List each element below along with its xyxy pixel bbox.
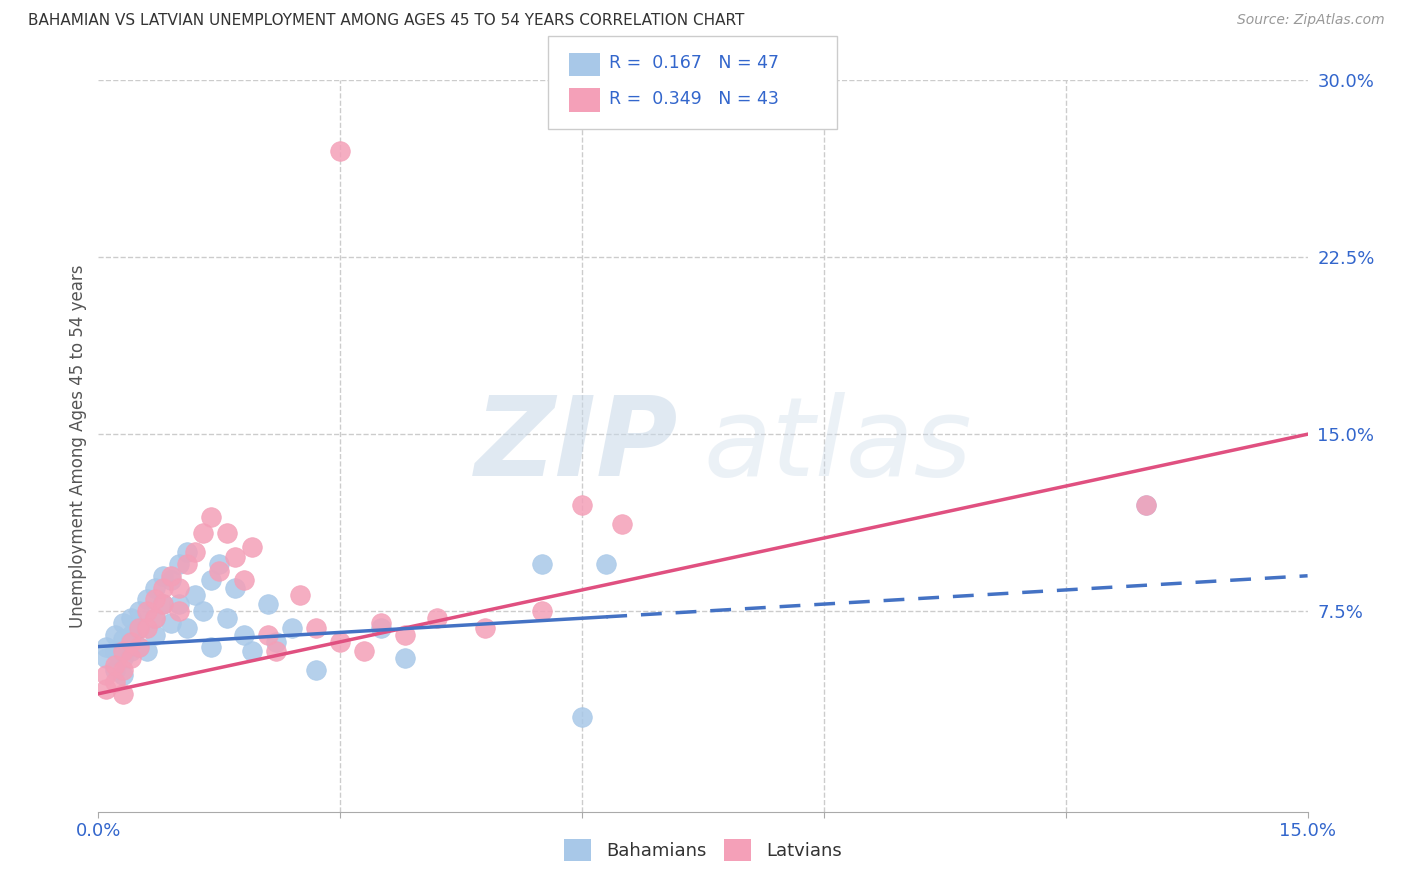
Point xyxy=(232,574,254,588)
Point xyxy=(103,675,125,690)
Point xyxy=(264,635,287,649)
Text: atlas: atlas xyxy=(703,392,972,500)
Point xyxy=(143,611,166,625)
Point xyxy=(176,545,198,559)
Point xyxy=(353,644,375,658)
Text: Source: ZipAtlas.com: Source: ZipAtlas.com xyxy=(1237,13,1385,28)
Point xyxy=(426,611,449,625)
Point xyxy=(571,498,593,512)
Point xyxy=(160,574,183,588)
Point xyxy=(143,628,166,642)
Point xyxy=(120,628,142,642)
Point xyxy=(474,621,496,635)
Point xyxy=(152,597,174,611)
Point xyxy=(208,557,231,571)
Point xyxy=(143,581,166,595)
Point xyxy=(208,564,231,578)
Point xyxy=(329,635,352,649)
Y-axis label: Unemployment Among Ages 45 to 54 years: Unemployment Among Ages 45 to 54 years xyxy=(69,264,87,628)
Point xyxy=(96,681,118,696)
Point xyxy=(217,526,239,541)
Point xyxy=(281,621,304,635)
Point xyxy=(152,568,174,582)
Point xyxy=(128,621,150,635)
Point xyxy=(111,687,134,701)
Point xyxy=(135,644,157,658)
Point xyxy=(160,615,183,630)
Point xyxy=(305,663,328,677)
Point xyxy=(152,597,174,611)
Point xyxy=(135,604,157,618)
Text: R =  0.349   N = 43: R = 0.349 N = 43 xyxy=(609,90,779,108)
Point xyxy=(103,628,125,642)
Point xyxy=(1135,498,1157,512)
Point xyxy=(240,541,263,555)
Point xyxy=(135,621,157,635)
Point xyxy=(167,604,190,618)
Point xyxy=(176,557,198,571)
Point xyxy=(394,628,416,642)
Text: BAHAMIAN VS LATVIAN UNEMPLOYMENT AMONG AGES 45 TO 54 YEARS CORRELATION CHART: BAHAMIAN VS LATVIAN UNEMPLOYMENT AMONG A… xyxy=(28,13,745,29)
Point xyxy=(120,611,142,625)
Point xyxy=(103,644,125,658)
Point xyxy=(217,611,239,625)
Point xyxy=(96,640,118,654)
Text: R =  0.167   N = 47: R = 0.167 N = 47 xyxy=(609,54,779,72)
Point xyxy=(167,597,190,611)
Point xyxy=(103,658,125,673)
Point xyxy=(224,581,246,595)
Point xyxy=(264,644,287,658)
Text: ZIP: ZIP xyxy=(475,392,679,500)
Point xyxy=(111,668,134,682)
Point xyxy=(200,640,222,654)
Point xyxy=(111,644,134,658)
Point xyxy=(152,581,174,595)
Point xyxy=(256,597,278,611)
Point xyxy=(120,635,142,649)
Point xyxy=(256,628,278,642)
Point xyxy=(1135,498,1157,512)
Point xyxy=(240,644,263,658)
Point xyxy=(111,651,134,665)
Legend: Bahamians, Latvians: Bahamians, Latvians xyxy=(557,832,849,869)
Point xyxy=(193,604,215,618)
Point xyxy=(160,568,183,582)
Point xyxy=(128,640,150,654)
Point xyxy=(128,604,150,618)
Point xyxy=(571,710,593,724)
Point xyxy=(232,628,254,642)
Point xyxy=(103,663,125,677)
Point xyxy=(96,651,118,665)
Point xyxy=(288,588,311,602)
Point xyxy=(135,592,157,607)
Point xyxy=(184,545,207,559)
Point xyxy=(128,640,150,654)
Point xyxy=(111,615,134,630)
Point xyxy=(224,549,246,564)
Point xyxy=(370,621,392,635)
Point xyxy=(96,668,118,682)
Point xyxy=(305,621,328,635)
Point xyxy=(530,604,553,618)
Point xyxy=(200,574,222,588)
Point xyxy=(167,557,190,571)
Point xyxy=(111,663,134,677)
Point xyxy=(612,516,634,531)
Point xyxy=(143,592,166,607)
Point xyxy=(595,557,617,571)
Point xyxy=(120,644,142,658)
Point xyxy=(193,526,215,541)
Point xyxy=(128,621,150,635)
Point xyxy=(530,557,553,571)
Point xyxy=(176,621,198,635)
Point xyxy=(184,588,207,602)
Point xyxy=(111,632,134,647)
Point xyxy=(329,144,352,158)
Point xyxy=(200,509,222,524)
Point xyxy=(143,611,166,625)
Point xyxy=(120,651,142,665)
Point xyxy=(167,581,190,595)
Point xyxy=(394,651,416,665)
Point xyxy=(370,615,392,630)
